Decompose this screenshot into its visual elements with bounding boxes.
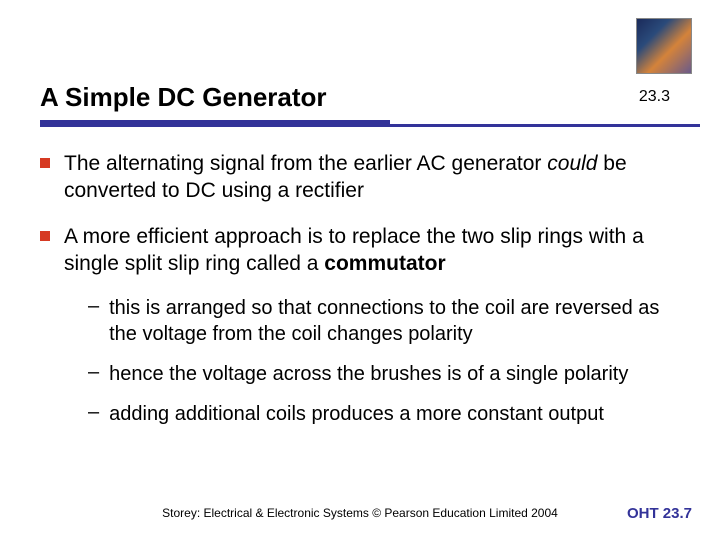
sub-bullet-list: – this is arranged so that connections t… [88, 295, 690, 427]
bullet-item: A more efficient approach is to replace … [40, 223, 690, 278]
dash-bullet-icon: – [88, 361, 99, 384]
section-number: 23.3 [639, 88, 670, 106]
sub-bullet-text: hence the voltage across the brushes is … [109, 361, 628, 387]
book-cover-thumbnail [636, 18, 692, 74]
sub-bullet-text: this is arranged so that connections to … [109, 295, 690, 347]
sub-bullet-item: – this is arranged so that connections t… [88, 295, 690, 347]
sub-bullet-text: adding additional coils produces a more … [109, 401, 604, 427]
sub-bullet-item: – adding additional coils produces a mor… [88, 401, 690, 427]
dash-bullet-icon: – [88, 295, 99, 318]
slide-title: A Simple DC Generator [40, 82, 700, 113]
square-bullet-icon [40, 158, 50, 168]
footer-attribution: Storey: Electrical & Electronic Systems … [0, 506, 720, 520]
slide-number: OHT 23.7 [627, 505, 692, 522]
content-area: The alternating signal from the earlier … [40, 150, 690, 441]
bullet-text: A more efficient approach is to replace … [64, 223, 690, 278]
bullet-text: The alternating signal from the earlier … [64, 150, 690, 205]
title-area: A Simple DC Generator 23.3 [40, 82, 700, 113]
bullet-item: The alternating signal from the earlier … [40, 150, 690, 205]
title-rule [40, 120, 700, 130]
sub-bullet-item: – hence the voltage across the brushes i… [88, 361, 690, 387]
square-bullet-icon [40, 231, 50, 241]
dash-bullet-icon: – [88, 401, 99, 424]
